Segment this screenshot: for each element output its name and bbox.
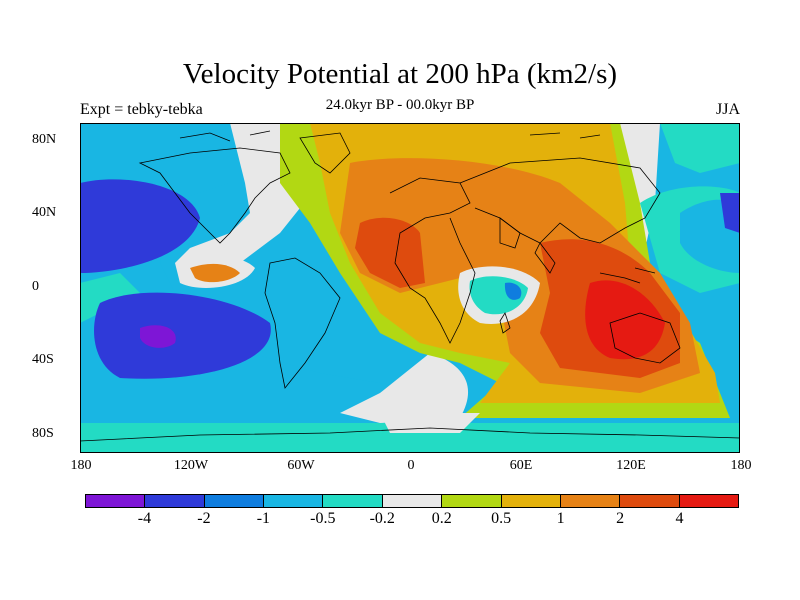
colorbar-segment: [264, 495, 324, 507]
colorbar-label: 0.5: [491, 510, 512, 527]
colorbar-label: -0.2: [369, 510, 395, 527]
colorbar-segment: [382, 495, 443, 507]
lon-label-0: 0: [407, 458, 415, 473]
lon-label-120w: 120W: [173, 458, 209, 473]
experiment-label: Expt = tebky-tebka: [80, 101, 203, 118]
lon-label-180w: 180: [70, 458, 92, 473]
lat-label-40n: 40N: [32, 205, 57, 220]
colorbar-segment: [620, 495, 680, 507]
colorbar-segment: [86, 495, 146, 507]
colorbar-label: 4: [675, 510, 684, 527]
colorbar-segment: [501, 495, 561, 507]
colorbar-label: 2: [616, 510, 625, 527]
coastlines: [80, 130, 740, 442]
map-subtitle: 24.0kyr BP - 00.0kyr BP: [325, 97, 475, 113]
colorbar-label: 1: [556, 510, 565, 527]
season-label: JJA: [715, 101, 740, 118]
lon-label-180e: 180: [730, 458, 752, 473]
colorbar-segment: [145, 495, 205, 507]
colorbar-segment: [204, 495, 265, 507]
colorbar-label: -1: [256, 510, 271, 527]
colorbar-label: 0.2: [431, 510, 452, 527]
lon-label-120e: 120E: [616, 458, 646, 473]
lat-label-0: 0: [32, 279, 39, 294]
lon-label-60w: 60W: [287, 458, 315, 473]
colorbar-label: -4: [137, 510, 152, 527]
lat-label-80s: 80S: [32, 426, 54, 441]
colorbar-segment: [442, 495, 502, 507]
colorbar-label: -2: [197, 510, 211, 527]
colorbar-segment: [679, 495, 738, 507]
lat-label-40s: 40S: [32, 352, 54, 367]
map-title: Velocity Potential at 200 hPa (km2/s): [182, 58, 618, 90]
colorbar-segment: [560, 495, 621, 507]
colorbar-label: -0.5: [310, 510, 336, 527]
colorbar: [85, 494, 739, 508]
contour-fills: [80, 123, 740, 453]
lon-label-60e: 60E: [509, 458, 533, 473]
colorbar-segment: [323, 495, 383, 507]
map-plot: [80, 123, 740, 453]
lat-label-80n: 80N: [32, 132, 57, 147]
velocity-potential-map: [80, 123, 740, 453]
